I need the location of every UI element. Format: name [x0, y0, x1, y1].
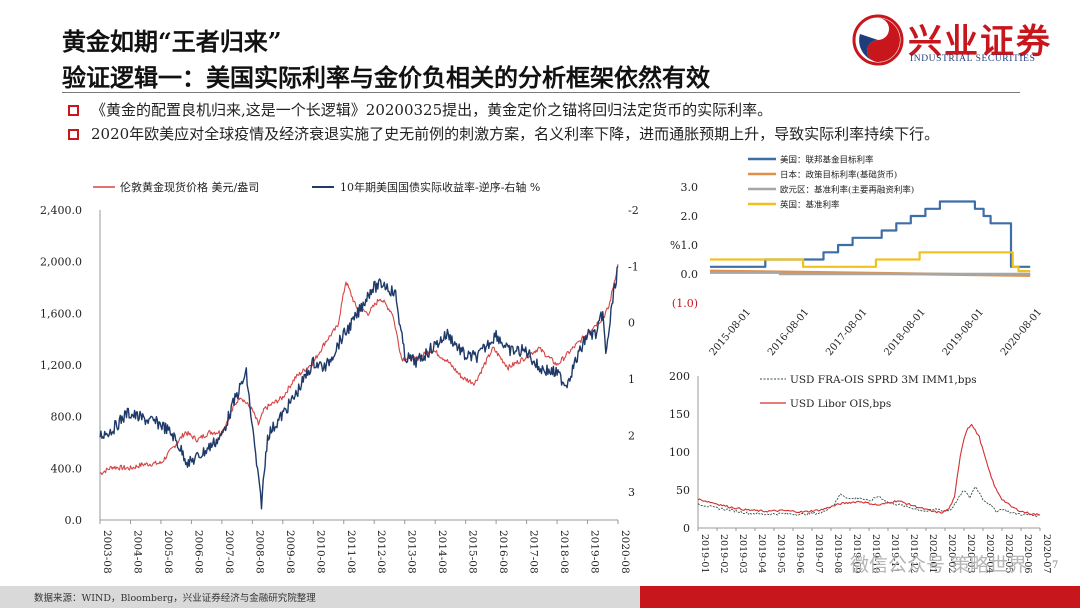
watermark: 微信公众号 策略世界 — [850, 554, 1028, 576]
rates-x-tick-label: 2015-08-01 — [708, 307, 753, 358]
spread-legend-label-libor: USD Libor OIS,bps — [790, 398, 891, 410]
rates-x-tick-label: 2016-08-01 — [766, 307, 811, 358]
slide-title-line2: 验证逻辑一：美国实际利率与金价负相关的分析框架依然有效 — [62, 63, 710, 92]
legend-label-gold: 伦敦黄金现货价格 美元/盎司 — [120, 180, 259, 194]
spread-x-tick-label: 2020-02 — [946, 534, 957, 573]
right-axis-tick-label: 3 — [628, 486, 635, 499]
left-axis-tick-label: 2,000.0 — [40, 256, 82, 269]
rates-y-tick-label: 3.0 — [681, 181, 699, 194]
spread-x-tick-label: 2020-03 — [965, 534, 976, 573]
spread-y-tick-label: 100 — [669, 446, 690, 459]
x-axis-tick-label: 2015-08 — [467, 530, 479, 574]
bullet-item: 《黄金的配置良机归来,这是一个长逻辑》20200325提出，黄金定价之锚将回归法… — [68, 100, 1028, 120]
spread-y-tick-label: 200 — [669, 370, 690, 383]
x-axis-tick-label: 2018-08 — [558, 530, 570, 574]
spread-x-tick-label: 2019-05 — [775, 534, 786, 573]
spread-x-tick-label: 2019-03 — [737, 534, 748, 573]
x-axis-tick-label: 2020-08 — [619, 530, 631, 574]
x-axis-tick-label: 2004-08 — [131, 530, 143, 574]
spread-x-tick-label: 2019-10 — [870, 534, 881, 573]
rates-x-tick-label: 2017-08-01 — [824, 307, 869, 358]
bullet-item: 2020年欧美应对全球疫情及经济衰退实施了史无前例的刺激方案，名义利率下降，进而… — [68, 124, 1018, 144]
rates-y-tick-label: 2.0 — [681, 210, 699, 223]
bullet-square-icon — [68, 105, 79, 116]
company-logo: 兴业证券 INDUSTRIAL SECURITIES — [852, 12, 1066, 68]
x-axis-tick-label: 2006-08 — [192, 530, 204, 574]
right-axis-tick-label: -1 — [628, 260, 639, 273]
spread-x-tick-label: 2019-08 — [832, 534, 843, 573]
right-axis-tick-label: 0 — [628, 317, 635, 330]
rates-series-line — [710, 200, 1031, 268]
rates-x-tick-label: 2020-08-01 — [999, 307, 1044, 358]
left-axis-tick-label: 2,400.0 — [40, 204, 82, 217]
x-axis-tick-label: 2009-08 — [284, 530, 296, 574]
spread-x-tick-label: 2020-01 — [927, 534, 938, 573]
spread-x-tick-label: 2019-04 — [756, 534, 767, 573]
x-axis-tick-label: 2007-08 — [223, 530, 235, 574]
right-axis-tick-label: -2 — [628, 204, 639, 217]
title-divider — [62, 92, 1020, 93]
spread-x-tick-label: 2019-02 — [718, 534, 729, 573]
logo-emblem-icon — [852, 14, 904, 66]
spread-x-tick-label: 2019-07 — [813, 534, 824, 573]
x-axis-tick-label: 2012-08 — [375, 530, 387, 574]
left-axis-tick-label: 1,200.0 — [40, 359, 82, 372]
x-axis-tick-label: 2008-08 — [253, 530, 265, 574]
spread-y-tick-label: 150 — [669, 408, 690, 421]
footer-accent-bar — [640, 586, 1080, 608]
page-number: 7 — [1052, 560, 1059, 571]
rates-y-tick-label: %1.0 — [670, 239, 698, 252]
x-axis-tick-label: 2005-08 — [162, 530, 174, 574]
x-axis-tick-label: 2014-08 — [436, 530, 448, 574]
x-axis-tick-label: 2003-08 — [101, 530, 113, 574]
spread-x-tick-label: 2020-06 — [1022, 534, 1033, 573]
rates-series-line — [710, 251, 1031, 273]
spread-y-tick-label: 0 — [683, 522, 690, 535]
left-axis-tick-label: 400.0 — [51, 462, 83, 475]
slide-title-line1: 黄金如期“王者归来” — [62, 27, 282, 56]
rates-legend-label: 日本：政策目标利率(基础货币) — [780, 170, 897, 181]
spread-x-tick-label: 2019-06 — [794, 534, 805, 573]
rates-legend-label: 美国：联邦基金目标利率 — [780, 155, 874, 166]
spread-x-tick-label: 2019-11 — [889, 534, 900, 573]
bullet-text: 《黄金的配置良机归来,这是一个长逻辑》20200325提出，黄金定价之锚将回归法… — [91, 101, 773, 119]
rates-legend-label: 欧元区：基准利率(主要再融资利率) — [780, 185, 914, 196]
legend-label-tips: 10年期美国国债实际收益率-逆序-右轴 % — [340, 180, 540, 194]
spread-legend-label-fra: USD FRA-OIS SPRD 3M IMM1,bps — [790, 374, 977, 386]
rates-y-tick-label: (1.0) — [672, 297, 698, 310]
spread-x-tick-label: 2019-12 — [908, 534, 919, 573]
spread-x-tick-label: 2019-01 — [699, 534, 710, 573]
right-axis-tick-label: 2 — [628, 429, 635, 442]
left-axis-tick-label: 0.0 — [65, 514, 83, 527]
rates-x-tick-label: 2019-08-01 — [941, 307, 986, 358]
x-axis-tick-label: 2016-08 — [497, 530, 509, 574]
bullet-square-icon — [68, 129, 79, 140]
spread-x-tick-label: 2020-05 — [1003, 534, 1014, 573]
x-axis-tick-label: 2010-08 — [314, 530, 326, 574]
x-axis-tick-label: 2013-08 — [406, 530, 418, 574]
rates-series-line — [710, 271, 1031, 276]
left-axis-tick-label: 1,600.0 — [40, 307, 82, 320]
spread-series-libor-ois — [697, 423, 1041, 516]
x-axis-tick-label: 2019-08 — [589, 530, 601, 574]
right-axis-tick-label: 1 — [628, 373, 635, 386]
spread-series-fra-ois — [697, 486, 1041, 518]
data-source: 数据来源：WIND，Bloomberg，兴业证券经济与金融研究院整理 — [34, 593, 316, 604]
series-line-real-yield — [99, 266, 619, 510]
left-axis-tick-label: 800.0 — [51, 411, 83, 424]
x-axis-tick-label: 2011-08 — [345, 530, 357, 574]
spread-x-tick-label: 2019-09 — [851, 534, 862, 573]
spread-x-tick-label: 2020-07 — [1041, 534, 1052, 573]
spread-x-tick-label: 2020-04 — [984, 534, 995, 573]
bullet-text: 2020年欧美应对全球疫情及经济衰退实施了史无前例的刺激方案，名义利率下降，进而… — [91, 125, 940, 143]
x-axis-tick-label: 2017-08 — [528, 530, 540, 574]
rates-x-tick-label: 2018-08-01 — [882, 307, 927, 358]
rates-legend-label: 英国：基准利率 — [780, 200, 840, 211]
spread-y-tick-label: 50 — [676, 484, 690, 497]
rates-y-tick-label: 0.0 — [681, 268, 699, 281]
logo-text-en: INDUSTRIAL SECURITIES — [910, 54, 1036, 64]
logo-text-cn: 兴业证券 — [908, 22, 1052, 62]
